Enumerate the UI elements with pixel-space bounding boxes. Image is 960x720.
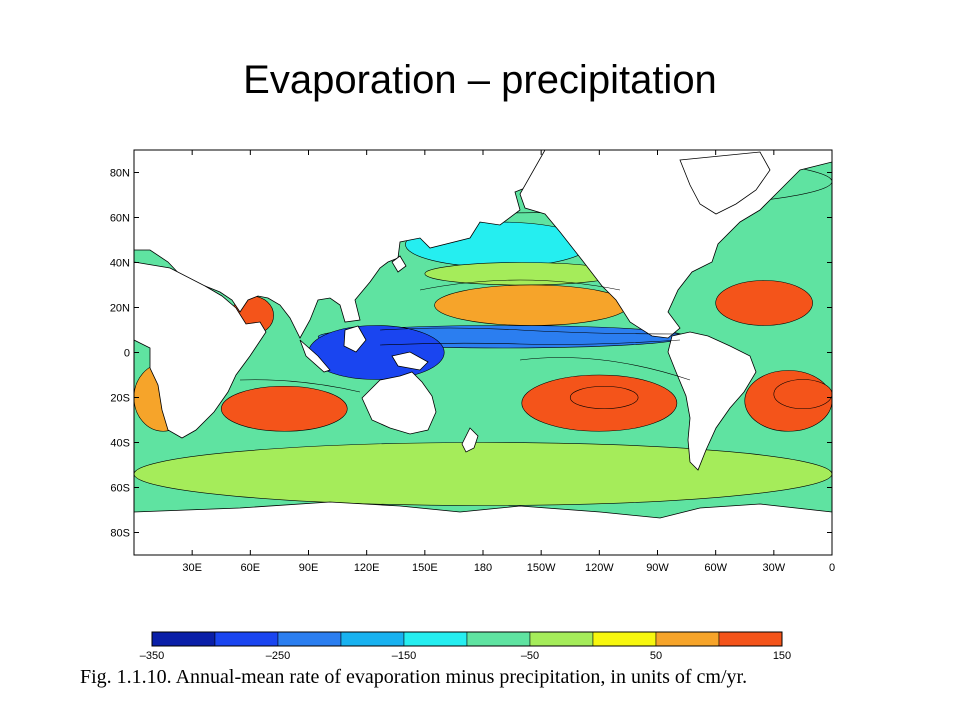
- lon-tick-label: 150W: [527, 562, 556, 574]
- land-new-zealand: [461, 427, 479, 453]
- latitude-axis: 80N 60N 40N 20N 0 20S 40S 60S 80S: [110, 168, 832, 540]
- lat-tick-label: 20N: [110, 303, 130, 315]
- itcz-contours: [239, 279, 691, 393]
- lat-tick-label: 80N: [110, 168, 130, 180]
- lon-tick-label: 0: [829, 562, 835, 574]
- land-antarctica: [134, 501, 832, 555]
- lat-tick-label: 80S: [110, 528, 130, 540]
- slide-title: Evaporation – precipitation: [243, 58, 717, 102]
- land-new-guinea: [391, 351, 429, 371]
- colorbar-tick-label: 50: [650, 650, 662, 662]
- land-north-america: [519, 150, 832, 339]
- map-area: [134, 150, 832, 555]
- value-regions: [134, 150, 832, 506]
- region-south-indian-subtropical: [220, 385, 348, 432]
- colorbar-swatch: [277, 631, 342, 647]
- lat-tick-label: 20S: [110, 393, 130, 405]
- land-masses: [134, 150, 832, 555]
- region-north-pacific-subtropical: [434, 284, 629, 326]
- colorbar: –350 –250 –150 –50 50 150: [140, 631, 791, 662]
- longitude-axis: 30E 60E 90E 120E 150E 180 150W 120W 90W 60W 30W 0: [182, 150, 835, 574]
- colorbar-swatch: [340, 631, 405, 647]
- lon-tick-label: 60W: [704, 562, 727, 574]
- colorbar-tick-label: –50: [521, 650, 539, 662]
- colorbar-swatch: [214, 631, 279, 647]
- colorbar-swatch: [592, 631, 657, 647]
- colorbar-tick-label: –150: [392, 650, 416, 662]
- lon-tick-label: 30E: [182, 562, 202, 574]
- land-south-america: [667, 331, 757, 471]
- colorbar-swatch: [529, 631, 594, 647]
- colorbar-swatch: [655, 631, 720, 647]
- colorbar-frame: [151, 631, 783, 647]
- colorbar-swatch: [718, 631, 783, 647]
- lat-tick-label: 40S: [110, 438, 130, 450]
- region-indonesia-wet: [308, 325, 445, 380]
- lat-tick-label: 0: [124, 348, 130, 360]
- colorbar-swatch: [466, 631, 531, 647]
- land-japan: [391, 255, 407, 273]
- contour-line: [519, 357, 691, 381]
- region-southern-ocean-green-band: [134, 442, 832, 506]
- lon-tick-label: 120W: [585, 562, 614, 574]
- colorbar-tick-label: –350: [140, 650, 164, 662]
- land-australia: [361, 371, 437, 435]
- region-north-atlantic-subtropical: [715, 280, 813, 326]
- lon-tick-label: 90W: [646, 562, 669, 574]
- region-south-atlantic-max: [773, 379, 832, 410]
- lon-tick-label: 60E: [241, 562, 261, 574]
- lat-tick-label: 60N: [110, 213, 130, 225]
- colorbar-tick-label: 150: [773, 650, 791, 662]
- lon-tick-label: 150E: [412, 562, 438, 574]
- land-eurasia: [134, 150, 546, 339]
- contour-line: [379, 339, 681, 346]
- land-borneo: [343, 325, 367, 353]
- colorbar-tick-label: –250: [266, 650, 290, 662]
- region-south-pacific-max: [569, 385, 639, 410]
- colorbar-swatch: [151, 631, 216, 647]
- colorbar-swatch: [403, 631, 468, 647]
- lat-tick-label: 40N: [110, 258, 130, 270]
- lat-tick-label: 60S: [110, 483, 130, 495]
- contour-line: [239, 379, 361, 393]
- land-sumatra: [299, 339, 331, 373]
- contour-line: [419, 279, 621, 291]
- land-africa: [134, 261, 267, 439]
- figure-caption: Fig. 1.1.10. Annual-mean rate of evapora…: [80, 666, 748, 688]
- land-greenland: [679, 151, 771, 215]
- lon-tick-label: 30W: [763, 562, 786, 574]
- lon-tick-label: 120E: [354, 562, 380, 574]
- lon-tick-label: 90E: [299, 562, 319, 574]
- contour-line: [379, 327, 681, 335]
- lon-tick-label: 180: [474, 562, 492, 574]
